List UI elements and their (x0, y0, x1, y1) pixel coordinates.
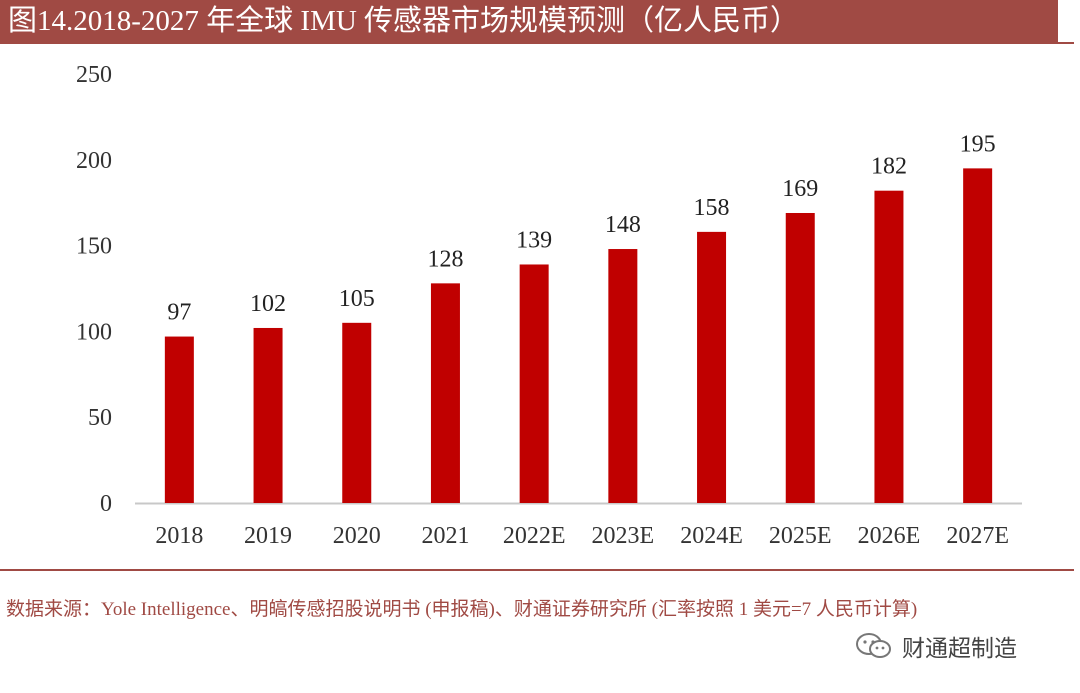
x-tick-label: 2024E (680, 523, 743, 549)
watermark-text: 财通超制造 (902, 636, 1017, 662)
bar-2019 (253, 327, 283, 503)
x-tick-label: 2020 (333, 523, 381, 549)
x-tick-label: 2027E (946, 523, 1009, 549)
data-label: 169 (782, 176, 818, 202)
data-label: 182 (871, 154, 907, 180)
data-label: 97 (167, 300, 191, 326)
wechat-icon (856, 633, 891, 658)
bar-2018 (164, 336, 194, 503)
bar-2027E (963, 168, 993, 503)
bar-2025E (785, 212, 815, 503)
bar-2023E (608, 249, 638, 503)
y-tick-label: 50 (88, 405, 112, 431)
data-label: 195 (960, 131, 996, 157)
bar-2021 (430, 283, 460, 503)
y-tick-label: 100 (76, 319, 112, 345)
x-tick-label: 2025E (769, 523, 832, 549)
data-label: 148 (605, 212, 641, 238)
y-tick-label: 0 (100, 491, 112, 517)
source-note: 数据来源：Yole Intelligence、明皜传感招股说明书 (申报稿)、财… (6, 599, 918, 620)
bar-2020 (342, 322, 372, 503)
y-tick-label: 150 (76, 234, 112, 260)
bar-2024E (697, 231, 727, 503)
y-tick-label: 250 (76, 62, 112, 88)
data-label: 158 (694, 195, 730, 221)
x-tick-label: 2022E (503, 523, 566, 549)
x-tick-label: 2021 (421, 523, 469, 549)
x-tick-label: 2026E (858, 523, 921, 549)
bottom-rule (0, 569, 1074, 571)
bar-2026E (874, 190, 904, 504)
x-tick-label: 2023E (592, 523, 655, 549)
x-tick-label: 2018 (155, 523, 203, 549)
data-label: 139 (516, 227, 552, 253)
title-bar: 图14.2018-2027 年全球 IMU 传感器市场规模预测（亿人民币） (0, 0, 1058, 42)
watermark: 财通超制造 (854, 628, 1017, 664)
chart-title: 图14.2018-2027 年全球 IMU 传感器市场规模预测（亿人民币） (8, 5, 800, 37)
y-tick-label: 200 (76, 148, 112, 174)
data-label: 105 (339, 286, 375, 312)
top-rule (0, 42, 1074, 44)
bar-2022E (519, 264, 549, 503)
data-label: 102 (250, 291, 286, 317)
x-tick-label: 2019 (244, 523, 292, 549)
data-label: 128 (427, 246, 463, 272)
